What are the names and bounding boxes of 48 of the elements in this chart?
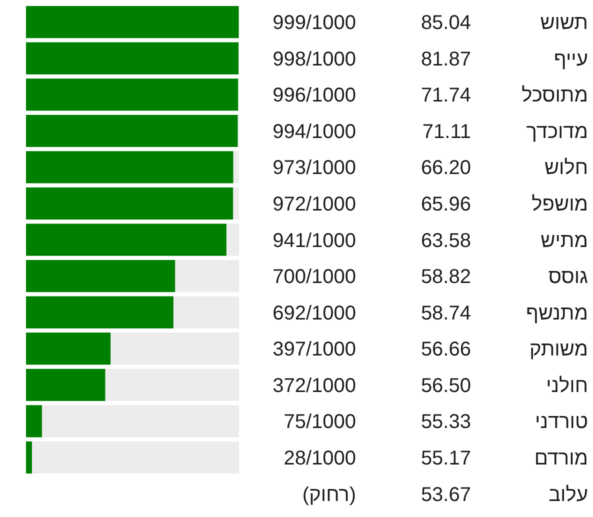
y-tick-label: מורדם: [534, 447, 588, 470]
data-label: 372/1000: [272, 374, 356, 397]
text: 71.74: [420, 84, 471, 107]
text: 81.87: [420, 48, 471, 70]
y-tick-label: משותק: [529, 338, 588, 361]
text: 53.67: [420, 484, 471, 506]
data-label: 28/1000: [284, 447, 356, 470]
bar: [26, 78, 238, 111]
text: 56.50: [420, 374, 471, 397]
y-tick-label: עייף: [554, 48, 588, 70]
bar: [26, 114, 238, 147]
data-label: 994/1000: [272, 120, 356, 143]
text: 58.74: [420, 302, 471, 324]
bar: [26, 6, 239, 38]
data-label: 972/1000: [272, 193, 356, 216]
y-tick-label: מדוכדך: [526, 120, 588, 143]
y-tick-label: מתוסכל: [522, 84, 588, 107]
data-label: 996/1000: [272, 84, 356, 107]
text: 85.04: [420, 12, 471, 34]
data-label: 999/1000: [272, 12, 356, 34]
text: 56.66: [420, 338, 471, 361]
data-label: 941/1000: [272, 230, 356, 252]
bar: [26, 405, 42, 438]
y-tick-label: עלוב: [548, 484, 588, 506]
data-label: 700/1000: [272, 266, 356, 288]
text: 66.20: [420, 157, 471, 180]
y-tick-label: מושפל: [532, 193, 588, 216]
y-tick-label: טורדני: [535, 411, 588, 434]
text: 55.33: [420, 411, 471, 434]
data-label: 75/1000: [284, 411, 356, 434]
bar: [26, 441, 32, 474]
text: 65.96: [420, 193, 471, 216]
text: 63.58: [420, 230, 471, 252]
data-label: 692/1000: [272, 302, 356, 324]
y-tick-label: מתיש: [540, 230, 588, 252]
bar: [26, 42, 239, 74]
text: 58.82: [420, 266, 471, 288]
y-tick-label: חולני: [546, 374, 588, 397]
data-label: 998/1000: [272, 48, 356, 70]
text: (רחוק): [302, 484, 356, 506]
y-tick-label: תשוש: [540, 12, 588, 34]
data-label: 397/1000: [272, 338, 356, 361]
y-tick-label: חלוש: [544, 157, 588, 180]
y-tick-label: מתנשף: [526, 302, 588, 324]
text: 71.11: [422, 120, 471, 143]
text: 55.17: [420, 447, 471, 470]
y-tick-label: גוסס: [548, 266, 588, 288]
data-label: 973/1000: [272, 157, 356, 180]
